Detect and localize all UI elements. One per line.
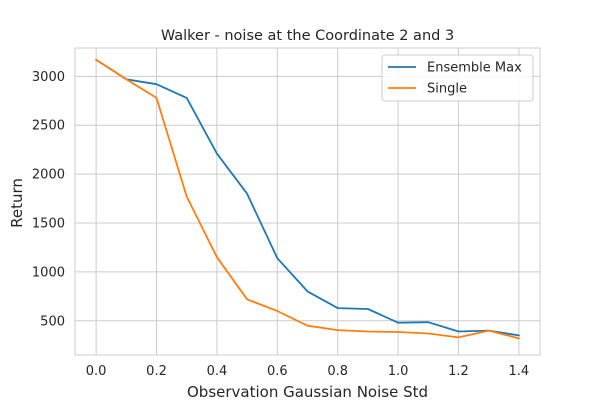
y-tick-label: 1500 [32, 217, 65, 232]
y-axis-ticks: 500 1000 1500 2000 2500 3000 [32, 70, 65, 329]
x-tick-label: 1.2 [448, 364, 469, 379]
series-line-single [95, 58, 520, 340]
chart-title: Walker - noise at the Coordinate 2 and 3 [161, 28, 454, 44]
x-tick-label: 0.2 [146, 364, 167, 379]
y-axis-label: Return [8, 178, 26, 228]
legend: Ensemble Max Single [381, 54, 534, 102]
legend-label: Single [427, 82, 467, 97]
legend-box [381, 54, 534, 102]
y-tick-label: 3000 [32, 70, 65, 85]
x-tick-label: 1.0 [388, 364, 409, 379]
x-axis-ticks: 0.0 0.2 0.4 0.6 0.8 1.0 1.2 1.4 [86, 364, 529, 379]
x-tick-label: 0.0 [86, 364, 107, 379]
y-tick-label: 500 [40, 314, 65, 329]
y-tick-label: 2000 [32, 168, 65, 183]
series-line-ensemble-max [95, 58, 520, 337]
x-axis-label: Observation Gaussian Noise Std [187, 383, 428, 400]
x-tick-label: 0.6 [267, 364, 288, 379]
series-lines [95, 58, 520, 340]
x-tick-label: 0.4 [207, 364, 228, 379]
y-tick-label: 1000 [32, 265, 65, 280]
x-tick-label: 0.8 [327, 364, 348, 379]
legend-label: Ensemble Max [427, 61, 522, 76]
x-tick-label: 1.4 [509, 364, 530, 379]
y-tick-label: 2500 [32, 119, 65, 134]
plot-area-frame [74, 47, 541, 356]
